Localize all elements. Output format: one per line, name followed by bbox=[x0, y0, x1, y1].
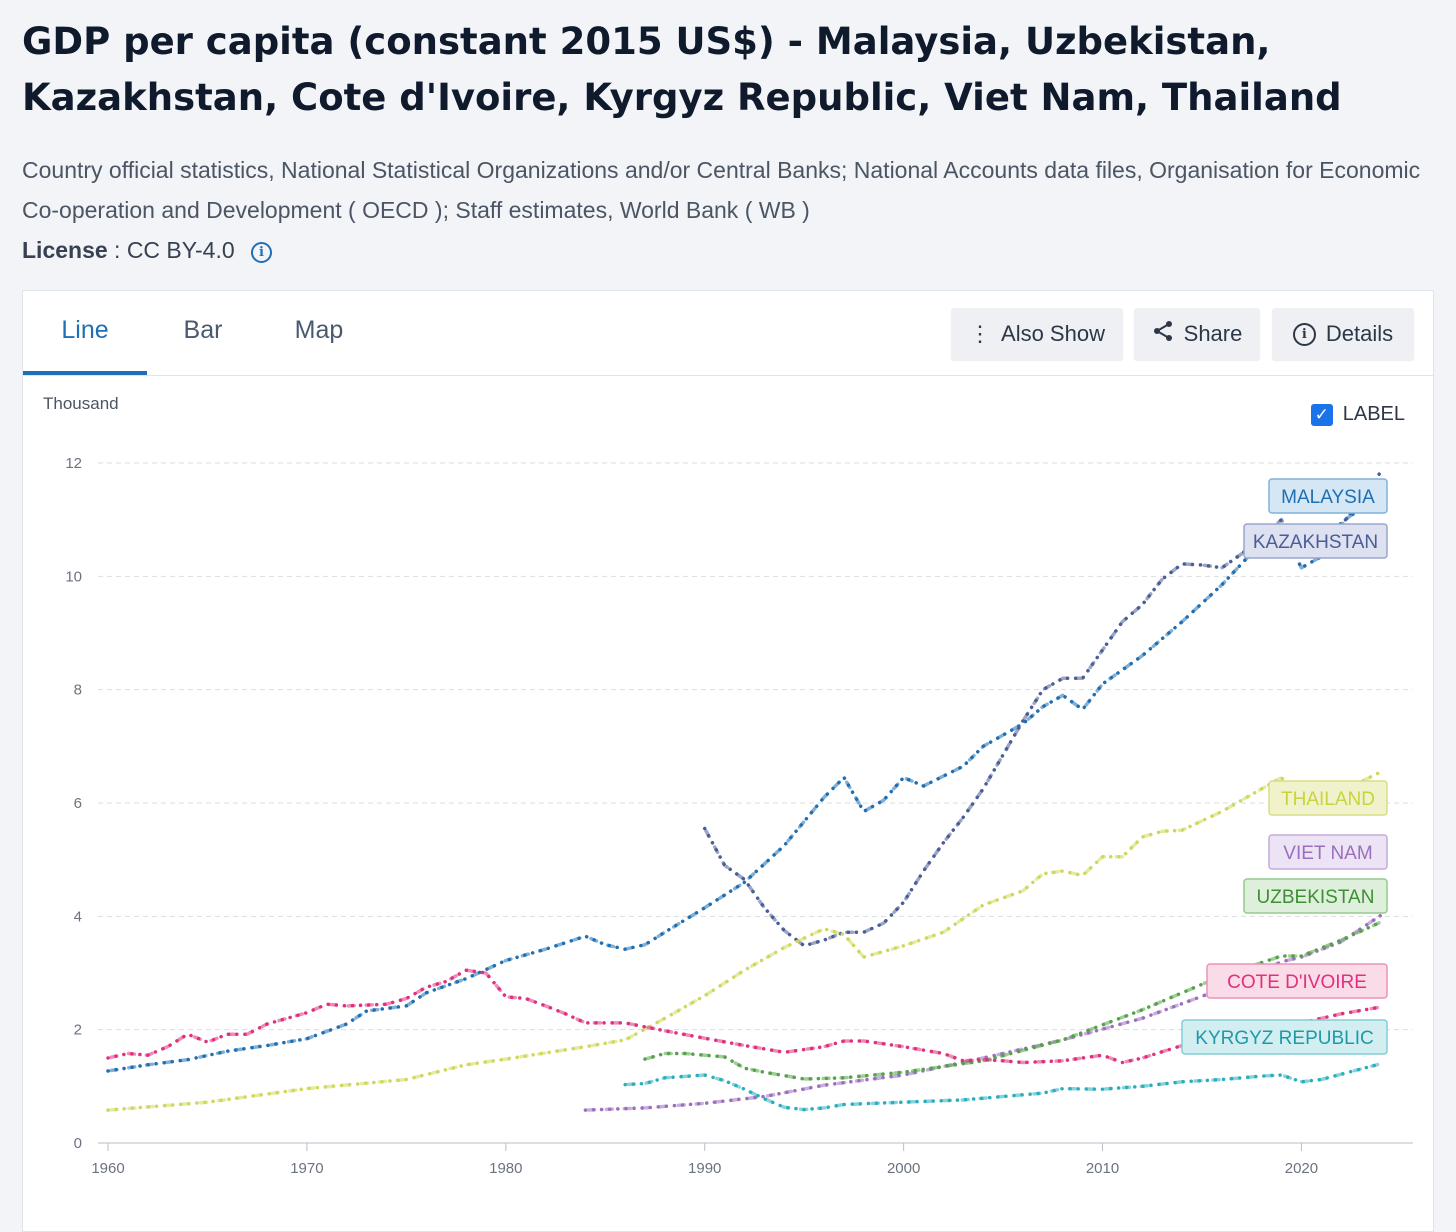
label-toggle[interactable]: ✓ LABEL bbox=[1310, 403, 1405, 426]
series-label-box bbox=[1206, 963, 1388, 999]
series-label: KAZAKHSTAN bbox=[1253, 532, 1378, 553]
series-label: KYRGYZ REPUBLIC bbox=[1195, 1028, 1373, 1049]
license-value: : CC BY-4.0 bbox=[114, 237, 235, 263]
series-label-box bbox=[1268, 834, 1388, 870]
license-line: License : CC BY-4.0 i bbox=[22, 234, 273, 266]
also-show-button[interactable]: ⋮ Also Show bbox=[951, 308, 1123, 360]
tab-map[interactable]: Map bbox=[294, 316, 344, 344]
series-line-accent bbox=[643, 920, 1383, 1081]
y-tick-label: 2 bbox=[74, 1022, 82, 1039]
series-line-uzbekistan bbox=[643, 920, 1383, 1081]
series-label-box bbox=[1268, 780, 1388, 816]
series-label-box bbox=[1181, 1019, 1388, 1055]
y-tick-label: 8 bbox=[74, 682, 82, 699]
series-label-box bbox=[1243, 523, 1388, 559]
x-tick-label: 2010 bbox=[1086, 1160, 1119, 1177]
info-icon[interactable]: i bbox=[251, 242, 273, 263]
series-line-accent bbox=[106, 770, 1383, 1112]
kebab-menu-icon: ⋮ bbox=[969, 321, 992, 346]
series-line-malaysia bbox=[106, 492, 1383, 1073]
details-label: Details bbox=[1325, 321, 1394, 346]
page-title: GDP per capita (constant 2015 US$) - Mal… bbox=[22, 20, 1342, 119]
x-tick-label: 1970 bbox=[290, 1160, 323, 1177]
data-source-text: Country official statistics, National St… bbox=[22, 157, 1421, 223]
series-line-thailand bbox=[106, 770, 1383, 1112]
share-label: Share bbox=[1183, 321, 1243, 346]
series-label-box bbox=[1268, 478, 1388, 514]
x-tick-label: 1990 bbox=[688, 1160, 721, 1177]
tab-line[interactable]: Line bbox=[23, 291, 147, 375]
also-show-label: Also Show bbox=[1001, 321, 1105, 346]
series-line-viet-nam bbox=[583, 913, 1383, 1112]
x-tick-label: 2020 bbox=[1285, 1160, 1318, 1177]
chart-panel: Line Bar Map ⋮ Also Show Share i Details bbox=[22, 290, 1434, 1232]
y-tick-label: 0 bbox=[74, 1135, 82, 1152]
series-label: THAILAND bbox=[1281, 789, 1375, 810]
x-tick-label: 2000 bbox=[887, 1160, 920, 1177]
line-chart: 0 2 4 6 8 10 12 1960 1970 1980 1990 2000 2010 2020 MAL… bbox=[65, 455, 1413, 1177]
series-line-accent bbox=[623, 1061, 1383, 1112]
series-line-accent bbox=[583, 913, 1383, 1112]
label-toggle-text: LABEL bbox=[1342, 403, 1405, 425]
series-label: MALAYSIA bbox=[1281, 487, 1375, 508]
view-tabs: Line Bar Map ⋮ Also Show Share i Details bbox=[23, 291, 1433, 376]
series-label-box bbox=[1243, 878, 1388, 914]
y-tick-label: 4 bbox=[74, 908, 82, 925]
series-label: COTE D'IVOIRE bbox=[1227, 972, 1367, 993]
share-button[interactable]: Share bbox=[1134, 308, 1260, 360]
details-info-icon: i bbox=[1292, 322, 1316, 346]
details-button[interactable]: i Details bbox=[1272, 308, 1414, 360]
y-tick-label: 12 bbox=[65, 455, 82, 472]
share-icon bbox=[1152, 320, 1174, 348]
y-tick-label: 10 bbox=[65, 568, 82, 585]
series-label: UZBEKISTAN bbox=[1257, 887, 1375, 908]
y-axis-unit: Thousand bbox=[43, 394, 119, 413]
license-label: License bbox=[22, 237, 108, 263]
y-tick-label: 6 bbox=[74, 795, 82, 812]
series-line-accent bbox=[106, 968, 1383, 1065]
x-tick-label: 1960 bbox=[91, 1160, 124, 1177]
x-tick-label: 1980 bbox=[489, 1160, 522, 1177]
tab-bar[interactable]: Bar bbox=[183, 316, 223, 344]
label-checkbox[interactable]: ✓ bbox=[1310, 403, 1333, 426]
series-line-accent bbox=[106, 492, 1383, 1073]
series-label: VIET NAM bbox=[1283, 843, 1372, 864]
